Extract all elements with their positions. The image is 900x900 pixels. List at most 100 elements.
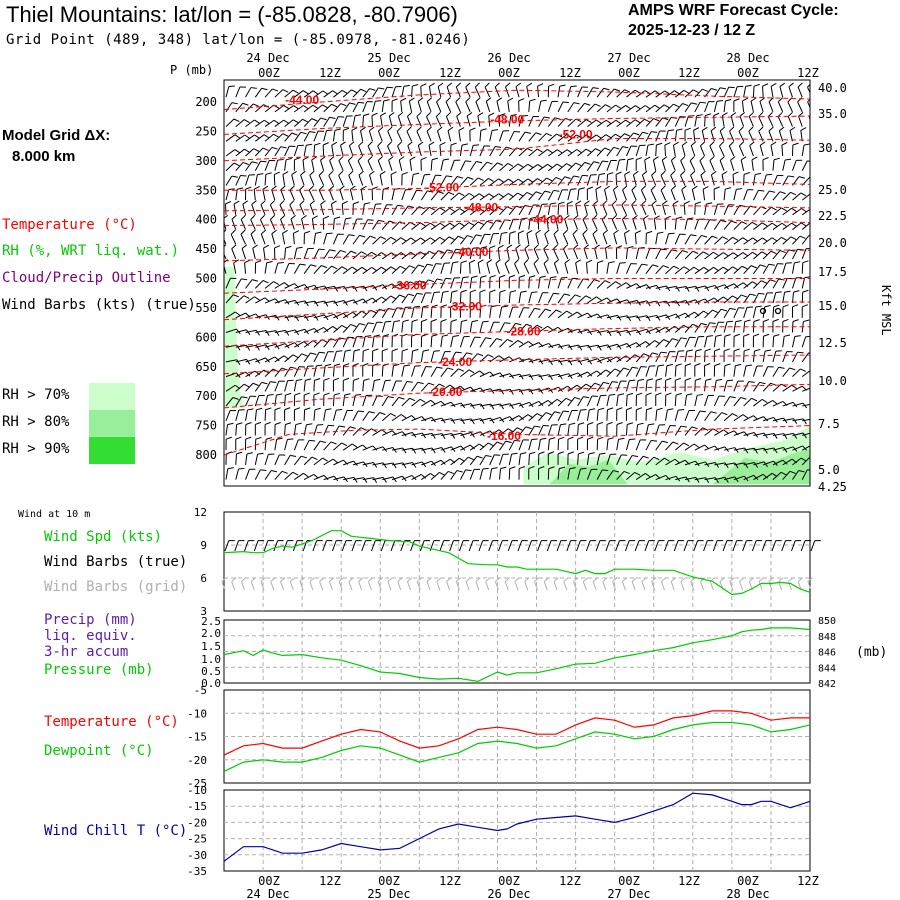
wind-barb-flag	[255, 330, 260, 336]
wind-barb	[762, 263, 770, 274]
wind-barb-flag	[329, 116, 336, 119]
wind-barb-10m-grid	[768, 581, 773, 591]
wind-barb	[489, 441, 498, 451]
wind-barb-flag	[780, 471, 787, 476]
wind-barb-flag	[302, 118, 309, 123]
wind-barb-flag	[408, 205, 415, 209]
wind-barb	[752, 382, 761, 392]
wind-barb	[635, 439, 641, 451]
wind-barb	[489, 416, 501, 422]
wind-barb	[557, 189, 563, 201]
day-label-bottom: 26 Dec	[487, 887, 530, 900]
wind-barb-flag	[485, 454, 492, 458]
wind-barb	[743, 432, 755, 436]
wind-barb	[460, 456, 469, 466]
day-label-bottom: 25 Dec	[367, 887, 410, 900]
wind-barb-flag	[725, 99, 732, 102]
wind-barb-flag	[779, 82, 786, 87]
wind-barb	[301, 218, 305, 230]
wind-barb-flag	[553, 244, 558, 250]
wind-barb	[788, 86, 793, 98]
wind-barb	[694, 285, 706, 289]
wind-barb-flag	[665, 215, 672, 220]
pressure-tick-label: 750	[195, 419, 217, 433]
wind-barb-flag	[270, 381, 277, 383]
wind-barb-flag	[665, 475, 671, 481]
wind-barb-flag	[587, 422, 594, 425]
wind-barb-flag	[692, 250, 699, 255]
wind-barb	[303, 366, 309, 377]
wind-barb-flag	[578, 187, 585, 190]
wind-barb	[684, 323, 693, 333]
wind-barb	[557, 359, 569, 363]
wind-barb-flag	[804, 276, 810, 279]
wind-barb	[264, 133, 274, 142]
wind-barb	[391, 447, 403, 451]
wind-barb-flag	[292, 354, 299, 359]
wind-barb-flag	[372, 297, 378, 303]
wind-barb-flag	[400, 414, 407, 419]
wind-barb	[379, 174, 383, 186]
wind-barb	[313, 265, 322, 275]
wind-barb-10m-grid	[514, 581, 519, 591]
wind-barb-flag	[410, 237, 417, 242]
wind-barb	[381, 252, 392, 260]
wind-barb-flag	[411, 319, 418, 322]
wind-barb-flag	[409, 397, 416, 402]
wind-barb-flag	[319, 440, 327, 443]
wind-barb-flag	[314, 378, 321, 381]
wind-barb	[645, 380, 648, 392]
wind-barb-flag	[260, 214, 265, 220]
wind-barb	[450, 445, 462, 451]
wind-barb-flag	[380, 112, 387, 117]
wind-barb	[743, 474, 754, 481]
wind-barb	[723, 252, 734, 260]
temperature-contour-label: -44.00	[285, 93, 319, 107]
wind-barb-flag	[241, 244, 248, 249]
wind-barb	[411, 306, 415, 318]
wind-barb	[577, 86, 583, 98]
wind-barb-flag	[413, 172, 420, 176]
wind-barb-flag	[728, 141, 734, 147]
wind-barb-flag	[271, 146, 278, 150]
wind-barb-flag	[265, 407, 272, 411]
wind-barb	[714, 266, 724, 275]
wind-barb	[684, 443, 695, 451]
wind-barb	[791, 336, 796, 348]
wind-barb	[343, 299, 354, 304]
wind-barb	[240, 234, 246, 245]
wind-barb	[743, 281, 753, 289]
wind-barb-10m-grid	[660, 581, 665, 591]
wind-barb-flag	[300, 170, 306, 176]
wind-barb	[665, 90, 675, 98]
wind-barb-10m-grid-flag	[641, 577, 647, 582]
rh-region	[224, 266, 244, 408]
wind-barb	[655, 424, 660, 436]
wind-barb-flag	[755, 305, 762, 308]
wind-barb	[665, 441, 674, 451]
wind-barb	[362, 251, 372, 260]
wind-barb	[538, 133, 547, 142]
wind-barb	[420, 190, 428, 201]
wind-barb	[723, 336, 726, 348]
wind-barb-flag	[518, 98, 525, 102]
wind-barb-flag	[818, 162, 824, 163]
wind-barb-flag	[480, 275, 487, 278]
wind-barb	[567, 278, 573, 289]
wind-barb-flag	[358, 101, 365, 104]
wind-barb-flag	[576, 134, 583, 139]
wind-barb	[528, 453, 531, 465]
wind-barb-flag	[514, 259, 520, 264]
wind-barb-flag	[726, 379, 733, 382]
wind-barb	[450, 336, 454, 348]
wind-barb	[323, 300, 335, 304]
wind-barb-10m-true	[507, 540, 513, 552]
wind-barb-flag	[784, 290, 791, 293]
wind-barb	[625, 424, 628, 436]
wind-barb	[362, 101, 368, 113]
wind-barb	[694, 410, 701, 421]
wind-barb	[704, 219, 710, 230]
wind-barb-flag	[793, 418, 798, 424]
grid-lines	[224, 512, 810, 871]
wind-barb	[479, 403, 491, 407]
